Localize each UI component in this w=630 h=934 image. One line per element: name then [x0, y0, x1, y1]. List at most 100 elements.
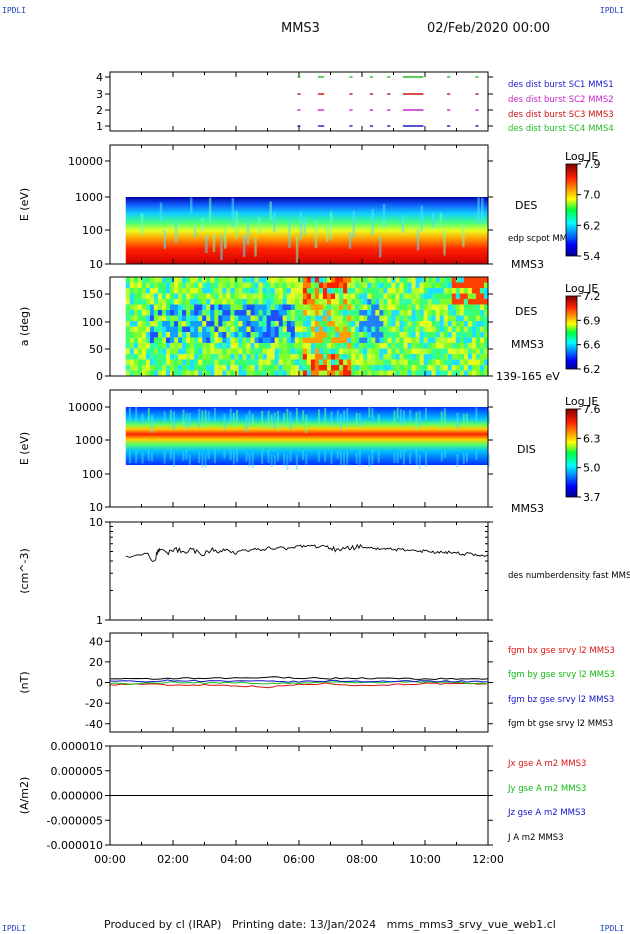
pitch-angle-cell	[218, 332, 223, 338]
pitch-angle-cell	[395, 348, 400, 355]
pitch-angle-cell	[145, 310, 151, 316]
pitch-angle-cell	[149, 293, 155, 300]
dis-energy-streak	[402, 410, 405, 423]
pitch-angle-cell	[331, 304, 336, 311]
pitch-angle-cell	[379, 277, 384, 283]
des-energy-ytick-label: 1000	[75, 191, 103, 204]
pitch-angle-cell	[238, 315, 243, 322]
pitch-angle-cell	[262, 299, 268, 305]
pitch-angle-cell	[161, 299, 167, 305]
pitch-angle-cell	[427, 332, 433, 338]
pitch-angle-cell	[242, 277, 247, 283]
des-energy-streak	[401, 215, 405, 233]
pitch-angle-cell	[475, 304, 481, 311]
pitch-angle-cell	[294, 315, 300, 322]
pitch-angle-cell	[318, 354, 324, 360]
pitch-angle-cell	[411, 310, 417, 316]
pitch-angle-cell	[194, 337, 199, 344]
pitch-angle-cell	[133, 343, 139, 349]
pitch-angle-cell	[339, 348, 344, 355]
pitch-angle-cell	[443, 326, 449, 333]
pitch-angle-cell	[190, 326, 195, 333]
pitch-angle-cell	[133, 332, 139, 338]
pitch-angle-cell	[387, 282, 392, 289]
pitch-angle-cell	[367, 359, 372, 366]
pitch-angle-cell	[129, 304, 135, 311]
pitch-angle-cell	[125, 326, 131, 333]
pitch-angle-cell	[327, 282, 332, 289]
pitch-angle-cell	[339, 282, 344, 289]
pitch-angle-cell	[262, 343, 268, 349]
des-energy-streak	[231, 197, 235, 228]
dis-energy-streak	[245, 414, 248, 433]
pitch-angle-cell	[443, 282, 449, 289]
pitch-angle-cell	[395, 304, 400, 311]
pitch-angle-cell	[222, 343, 227, 349]
pitch-angle-cell	[129, 321, 135, 327]
pitch-angle-cell	[125, 310, 131, 316]
pitch-angle-cell	[395, 332, 400, 338]
pitch-angle-cell	[306, 282, 312, 289]
pitch-angle-cell	[258, 304, 264, 311]
pitch-angle-cell	[166, 277, 171, 283]
pitch-angle-cell	[331, 359, 336, 366]
pitch-angle-cell	[479, 315, 485, 322]
pitch-angle-cell	[214, 370, 219, 377]
pitch-angle-cell	[266, 343, 272, 349]
pitch-angle-cell	[274, 310, 280, 316]
pitch-angle-cell	[198, 332, 203, 338]
dis-energy-sc: MMS3	[511, 502, 544, 515]
pitch-angle-cell	[133, 321, 139, 327]
pitch-angle-cell	[391, 288, 396, 294]
pitch-angle-cell	[302, 293, 308, 300]
pitch-angle-cell	[363, 293, 368, 300]
pitch-angle-cell	[310, 288, 316, 294]
pitch-angle-cell	[363, 277, 368, 283]
density-frame	[109, 521, 489, 621]
pitch-angle-cell	[161, 348, 167, 355]
pitch-angle-cell	[419, 288, 425, 294]
dis-energy-streak	[185, 413, 188, 430]
pitch-angle-cell	[455, 370, 461, 377]
pitch-angle-cell	[459, 304, 465, 311]
pitch-angle-cell	[174, 299, 179, 305]
pitch-angle-cell	[294, 348, 300, 355]
pitch-angle-cell	[467, 304, 473, 311]
pitch-angle-cell	[399, 343, 404, 349]
pitch-angle-cell	[302, 326, 308, 333]
pitch-angle-cell	[415, 315, 421, 322]
pitch-angle-cell	[125, 354, 131, 360]
pitch-angle-cell	[359, 288, 364, 294]
des-energy-streak	[254, 236, 257, 257]
pitch-angle-cell	[407, 343, 413, 349]
pitch-angle-cell	[467, 354, 473, 360]
pitch-angle-cell	[379, 326, 384, 333]
pitch-angle-cell	[274, 348, 280, 355]
pitch-angle-cell	[226, 293, 231, 300]
pitch-angle-cell	[282, 299, 288, 305]
pitch-angle-cell	[443, 337, 449, 344]
pitch-angle-cell	[274, 293, 280, 300]
pitch-angle-cell	[153, 321, 159, 327]
pitch-angle-cell	[306, 359, 312, 366]
pitch-angle-cell	[431, 354, 437, 360]
pitch-angle-cell	[238, 332, 243, 338]
pitch-angle-cell	[133, 326, 139, 333]
fgm-series-bt	[109, 676, 489, 681]
pitch-angle-cell	[230, 299, 235, 305]
time-axis-label: 08:00	[346, 853, 378, 866]
dis-energy-streak	[336, 450, 339, 459]
pitch-angle-cell	[395, 293, 400, 300]
pitch-angle-cell	[298, 277, 304, 283]
pitch-angle-cell	[411, 288, 417, 294]
pitch-angle-cell	[431, 370, 437, 377]
des-energy-streak	[220, 234, 223, 261]
pitch-angle-cell	[475, 332, 481, 338]
pitch-angle-cell	[170, 348, 175, 355]
pitch-angle-cell	[238, 299, 243, 305]
pitch-angle-cell	[483, 282, 489, 289]
dis-energy-colorbar-tick-label: 5.0	[583, 462, 601, 475]
pitch-angle-cell	[234, 288, 239, 294]
pitch-angle-cell	[274, 321, 280, 327]
pitch-angle-cell	[178, 370, 183, 377]
